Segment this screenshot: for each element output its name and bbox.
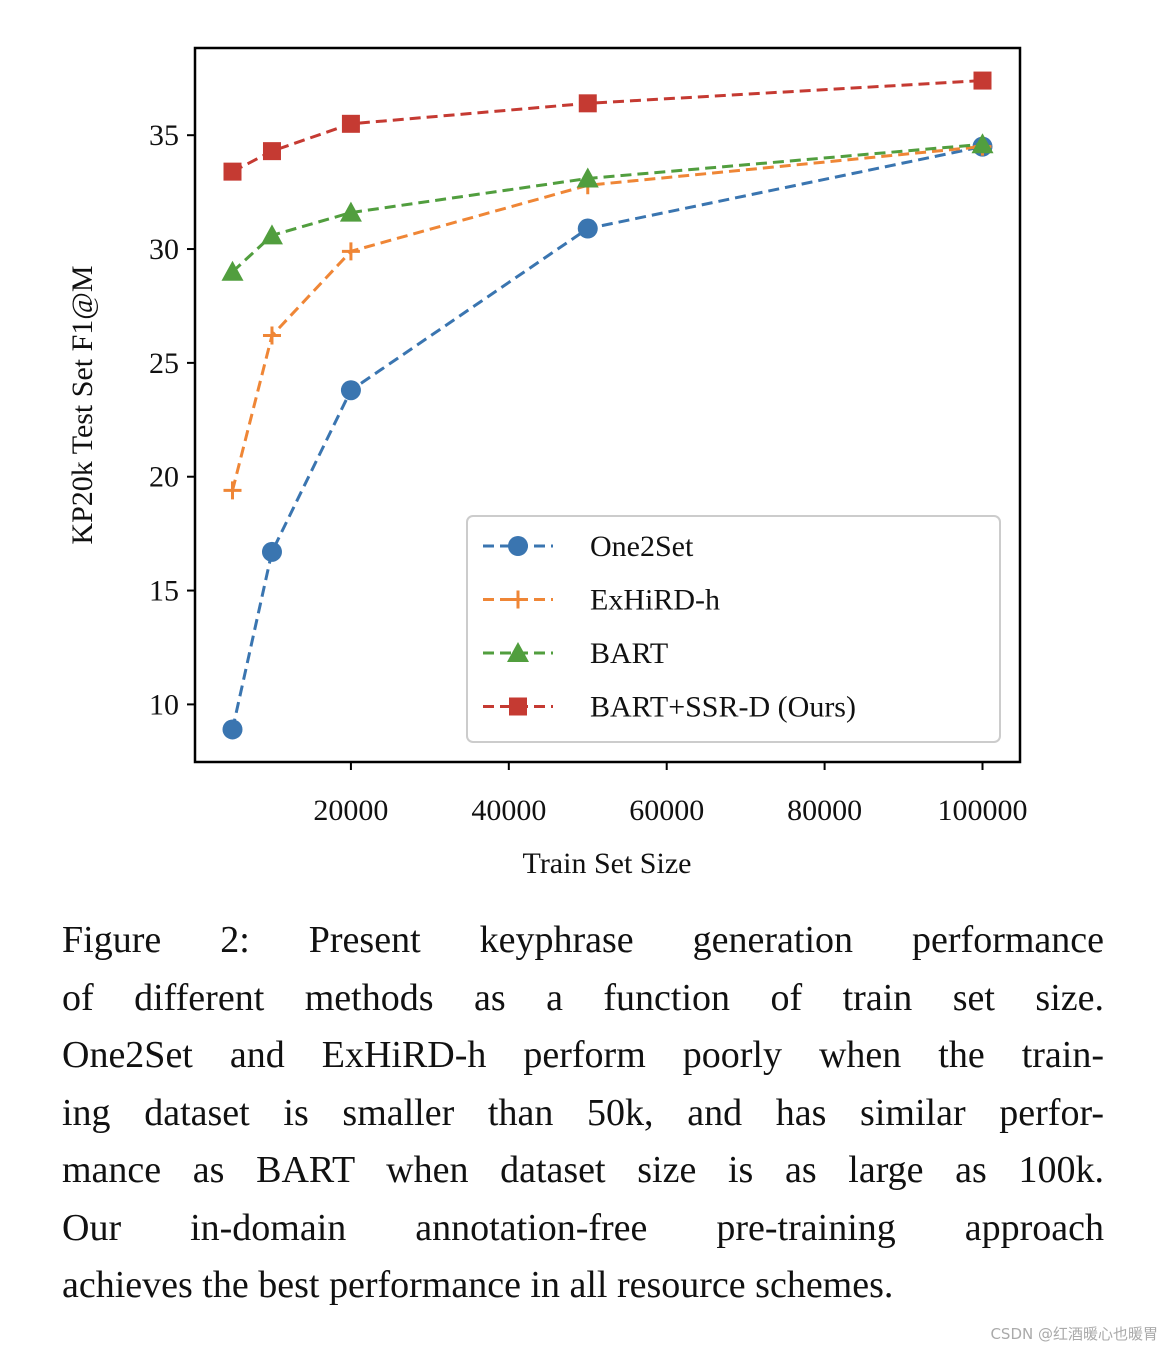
series-line — [231, 145, 983, 491]
caption-line: of different methods as a function of tr… — [62, 976, 1104, 1019]
legend-label: One2Set — [590, 530, 694, 563]
x-tick-label: 40000 — [471, 794, 546, 827]
y-axis-label: KP20k Test Set F1@M — [66, 265, 99, 544]
marker — [971, 133, 994, 154]
marker — [339, 201, 362, 222]
marker — [973, 71, 992, 90]
x-axis-label: Train Set Size — [523, 847, 692, 880]
marker — [576, 167, 599, 188]
x-tick-label: 60000 — [629, 794, 704, 827]
caption-line: mance as BART when dataset size is as la… — [62, 1149, 1104, 1191]
legend-label: ExHiRD-h — [590, 584, 720, 617]
marker — [577, 218, 598, 239]
marker — [223, 162, 242, 181]
marker — [578, 94, 597, 113]
marker — [340, 380, 361, 401]
chart: KP20k Test Set F1@M Train Set Size 10 15 2… — [66, 46, 1028, 880]
watermark: CSDN @红酒暖心也暖胃 — [990, 1325, 1158, 1343]
marker — [262, 142, 281, 161]
caption-line: ing dataset is smaller than 50k, and has… — [62, 1091, 1104, 1134]
x-tick-label: 100000 — [938, 794, 1028, 827]
y-tick-label: 20 — [149, 461, 179, 494]
x-tick-label: 80000 — [787, 794, 862, 827]
marker — [222, 719, 243, 740]
legend-label: BART+SSR-D (Ours) — [590, 691, 856, 724]
marker — [262, 326, 281, 345]
plot-frame — [193, 46, 1022, 764]
marker — [221, 260, 244, 281]
marker — [260, 224, 283, 245]
y-tick-label: 25 — [149, 347, 179, 380]
caption-line: One2Set and ExHiRD-h perform poorly when… — [62, 1034, 1104, 1076]
legend-marker — [509, 697, 527, 716]
marker — [223, 481, 242, 500]
y-tick-label: 30 — [149, 233, 179, 266]
marker — [341, 114, 360, 133]
series-line — [231, 142, 983, 273]
marker — [261, 541, 282, 562]
legend-marker — [508, 536, 528, 556]
y-tick-label: 15 — [149, 575, 179, 608]
marker — [341, 242, 360, 261]
caption-line: Figure 2: Present keyphrase generation p… — [62, 919, 1104, 961]
legend-box — [466, 515, 1001, 743]
y-tick-label: 10 — [149, 688, 179, 721]
y-tick-label: 35 — [149, 119, 179, 152]
caption-line: Our in-domain annotation-free pre-traini… — [62, 1206, 1104, 1249]
legend-marker — [509, 590, 527, 609]
caption-line: achieves the best performance in all res… — [62, 1264, 894, 1306]
legend-marker — [507, 642, 529, 662]
legend-label: BART — [590, 637, 668, 670]
x-tick-label: 20000 — [313, 794, 388, 827]
caption: Figure 2: Present keyphrase generation p… — [62, 912, 1104, 1315]
